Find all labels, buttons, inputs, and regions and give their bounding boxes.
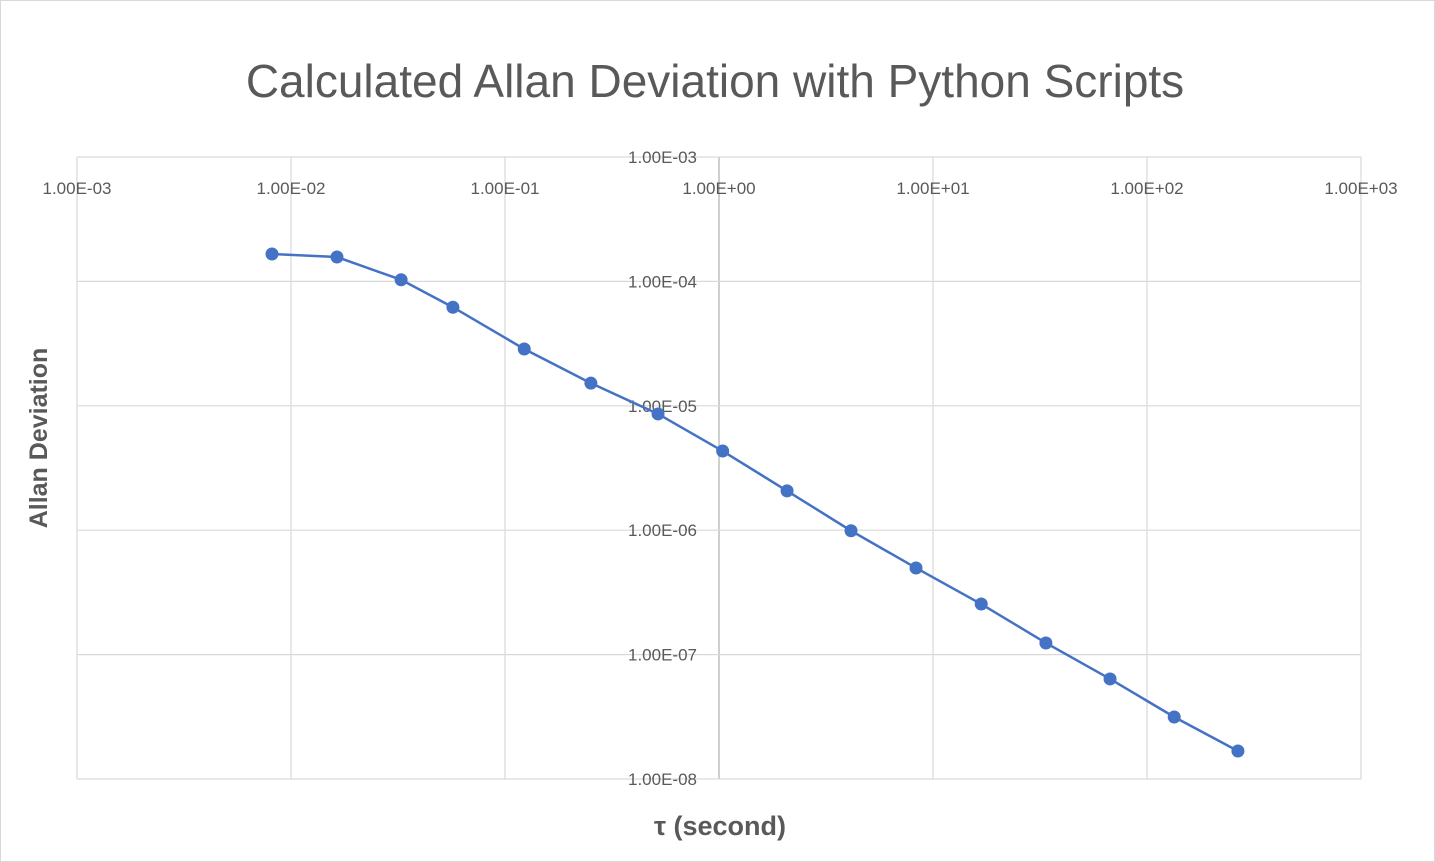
x-tick-label: 1.00E-01	[471, 179, 540, 198]
series-allan-deviation	[265, 247, 1245, 758]
data-point	[1103, 672, 1117, 686]
tick-labels: 1.00E-03 1.00E-02 1.00E-01 1.00E+00 1.00E+01…	[43, 148, 1398, 789]
y-axis-label: Allan Deviation	[25, 348, 53, 529]
series-line	[271, 252, 1239, 753]
data-point	[1039, 636, 1053, 650]
x-tick-label: 1.00E+01	[896, 179, 969, 198]
data-point	[394, 273, 408, 287]
data-point	[330, 250, 344, 264]
data-point	[265, 247, 279, 261]
y-tick-label: 1.00E-04	[628, 272, 697, 291]
data-point	[1231, 744, 1245, 758]
data-point	[844, 524, 858, 538]
x-tick-label: 1.00E+03	[1324, 179, 1397, 198]
y-tick-label: 1.00E-05	[628, 397, 697, 416]
data-point	[974, 597, 988, 611]
data-point	[716, 444, 730, 458]
gridlines	[76, 156, 1362, 780]
data-point	[584, 376, 598, 390]
data-point	[446, 300, 460, 314]
data-point	[651, 407, 665, 421]
x-tick-label: 1.00E-03	[43, 179, 112, 198]
data-point	[517, 342, 531, 356]
data-point	[780, 484, 794, 498]
chart-title: Calculated Allan Deviation with Python S…	[246, 55, 1184, 107]
x-tick-label: 1.00E+00	[682, 179, 755, 198]
x-axis-label: τ (second)	[654, 811, 786, 841]
y-tick-label: 1.00E-08	[628, 770, 697, 789]
y-tick-label: 1.00E-07	[628, 646, 697, 665]
x-tick-label: 1.00E+02	[1110, 179, 1183, 198]
x-tick-label: 1.00E-02	[257, 179, 326, 198]
y-tick-label: 1.00E-06	[628, 521, 697, 540]
data-point	[1167, 710, 1181, 724]
y-tick-label: 1.00E-03	[628, 148, 697, 167]
data-point	[909, 561, 923, 575]
